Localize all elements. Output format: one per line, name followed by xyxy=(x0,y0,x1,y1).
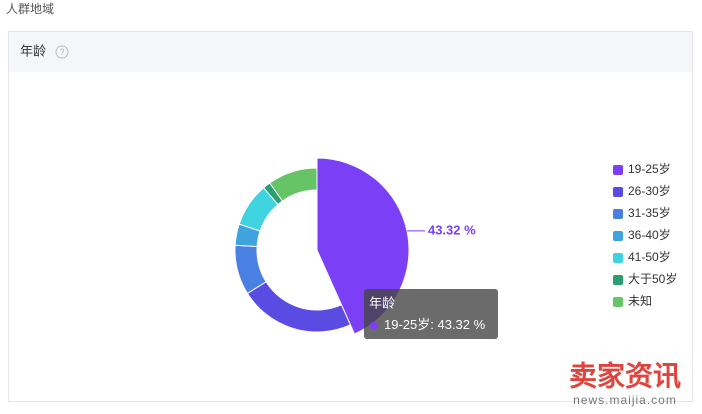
section-label: 人群地域 xyxy=(6,2,54,16)
watermark-url: news.maijia.com xyxy=(573,393,677,407)
tooltip: 年龄 19-25岁: 43.32 % xyxy=(364,289,498,339)
legend-swatch xyxy=(613,165,623,175)
legend-swatch xyxy=(613,231,623,241)
legend-label: 19-25岁 xyxy=(628,161,671,176)
legend-swatch xyxy=(613,253,623,263)
legend-label: 大于50岁 xyxy=(628,271,677,286)
tooltip-box xyxy=(364,289,498,339)
data-label: 43.32 % xyxy=(428,222,476,237)
slice xyxy=(269,167,318,202)
legend-swatch xyxy=(613,297,623,307)
legend-swatch xyxy=(613,209,623,219)
legend-label: 未知 xyxy=(628,294,652,308)
panel-header xyxy=(9,32,692,72)
tooltip-text: 19-25岁: 43.32 % xyxy=(384,317,486,332)
tooltip-separator: : xyxy=(430,317,437,332)
legend-label: 26-30岁 xyxy=(628,183,671,198)
legend-swatch xyxy=(613,275,623,285)
tooltip-title: 年龄 xyxy=(369,295,395,310)
watermark: 卖家资讯 xyxy=(569,359,681,391)
help-icon[interactable] xyxy=(55,45,69,59)
legend-swatch xyxy=(613,187,623,197)
tooltip-dot xyxy=(370,322,378,330)
legend-label: 31-35岁 xyxy=(628,205,671,220)
tooltip-category: 19-25岁 xyxy=(384,317,430,332)
panel-title: 年龄 xyxy=(20,43,46,58)
donut-chart: 43.32 % xyxy=(234,157,476,335)
legend-label: 36-40岁 xyxy=(628,227,671,242)
legend-label: 41-50岁 xyxy=(628,249,671,264)
help-icon-mark: ? xyxy=(59,47,64,57)
tooltip-value: 43.32 % xyxy=(437,317,485,332)
